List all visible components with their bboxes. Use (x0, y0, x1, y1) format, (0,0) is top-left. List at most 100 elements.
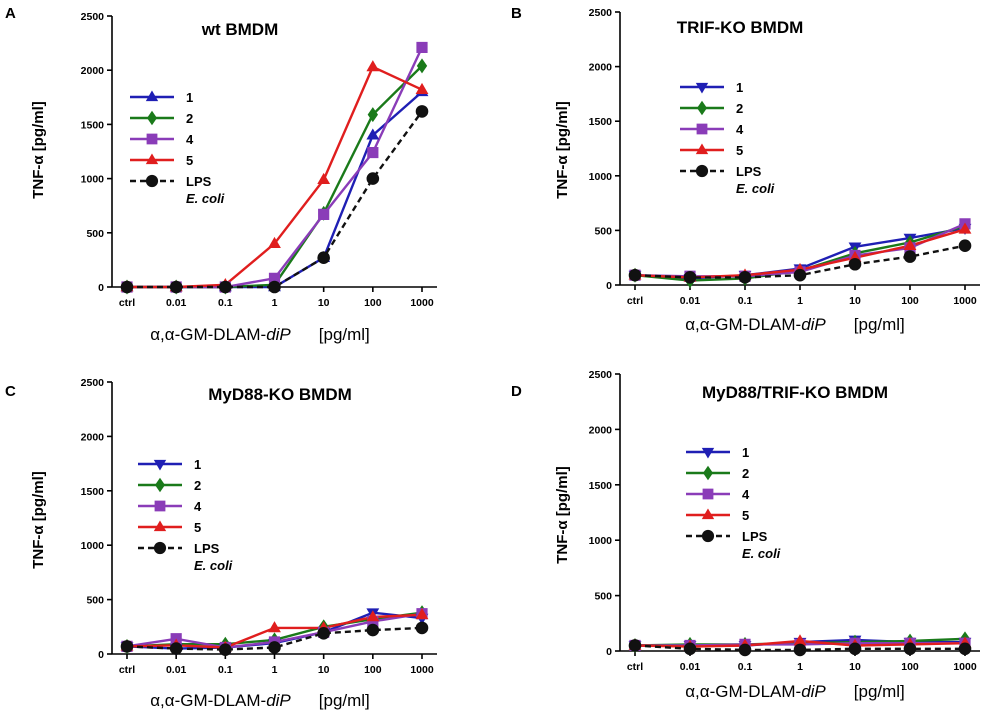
legend-label: LPS (186, 174, 212, 189)
legend-label: 4 (186, 132, 194, 147)
x-tick-label: 0.1 (738, 295, 753, 307)
x-tick-label: 0.1 (738, 661, 753, 673)
data-point-lps (169, 280, 183, 294)
legend-marker-2 (697, 100, 707, 116)
legend-marker-5 (153, 520, 167, 532)
legend-label: LPS (742, 529, 768, 544)
legend-label-sub: E. coli (194, 558, 233, 573)
x-axis-label-units: [pg/ml] (854, 315, 905, 334)
legend-label: 1 (186, 90, 193, 105)
data-point-lps (958, 642, 972, 656)
legend-marker-1 (145, 90, 159, 102)
y-tick-label: 2500 (81, 377, 105, 389)
legend-label-sub: E. coli (186, 191, 225, 206)
y-tick-label: 1000 (81, 540, 105, 552)
y-tick-label: 500 (86, 595, 104, 607)
y-tick-label: 1000 (589, 535, 613, 547)
x-tick-label: 10 (318, 297, 330, 309)
legend-label-sub: E. coli (742, 546, 781, 561)
x-tick-label: 1000 (410, 664, 434, 676)
legend-label: 2 (736, 101, 743, 116)
legend-label: 2 (742, 466, 749, 481)
data-point-5 (366, 610, 380, 622)
data-point-lps (683, 642, 697, 656)
data-point-lps (120, 640, 134, 653)
x-tick-label: 10 (849, 295, 861, 307)
x-tick-label: 100 (901, 661, 919, 673)
x-axis-label-main: α,α-GM-DLAM- (150, 325, 266, 344)
x-axis-label-main: α,α-GM-DLAM- (685, 682, 801, 701)
x-tick-label: ctrl (627, 295, 643, 307)
legend-label: 1 (194, 457, 201, 472)
y-tick-label: 1500 (589, 480, 613, 492)
x-axis-label-italic: diP (801, 682, 826, 701)
chart-panel-a: Awt BMDM 0 500 1000 1500 2000 2500 ctrl 0.01 0.1 1… (5, 5, 437, 344)
legend-label: 5 (736, 143, 743, 158)
legend: 1 2 4 5 LPS E. coli (130, 90, 225, 206)
data-point-lps (366, 623, 380, 637)
data-point-5 (958, 222, 972, 234)
x-axis-label: α,α-GM-DLAM-diP [pg/ml] (685, 315, 905, 334)
y-tick-label: 1000 (81, 174, 105, 186)
legend-marker-lps (145, 174, 159, 188)
y-tick-label: 0 (98, 282, 104, 294)
legend-marker-2 (703, 465, 713, 481)
legend-marker-4 (146, 133, 158, 145)
data-point-4 (367, 146, 379, 159)
data-point-2 (416, 58, 428, 74)
legend-marker-4 (154, 500, 166, 512)
chart-title: MyD88/TRIF-KO BMDM (702, 383, 888, 402)
y-tick-label: 2500 (589, 7, 613, 19)
legend-marker-2 (147, 110, 157, 126)
y-tick-label: 2500 (589, 369, 613, 381)
series-line-4 (127, 46, 424, 289)
chart-panel-c: C MyD88-KO BMDM 0 500 1000 1500 2000 2500 ctrl 0.… (5, 377, 437, 710)
chart-panel-b: B TRIF-KO BMDM 0 500 1000 1500 2000 2500 ctrl 0.0… (511, 5, 980, 334)
data-point-5 (268, 621, 281, 633)
data-point-lps (793, 643, 807, 657)
data-point-5 (366, 60, 380, 72)
data-point-lps (169, 642, 183, 655)
x-tick-label: 1000 (410, 297, 434, 309)
data-point-lps (793, 268, 807, 282)
x-axis-label-main: α,α-GM-DLAM- (150, 691, 266, 710)
x-tick-label: 1000 (953, 661, 977, 673)
x-tick-label: ctrl (119, 664, 135, 676)
legend-label: LPS (194, 541, 220, 556)
legend-label: 5 (186, 153, 193, 168)
data-point-lps (958, 239, 972, 252)
x-tick-label: ctrl (119, 297, 135, 309)
y-tick-label: 2000 (589, 62, 613, 74)
data-point-lps (268, 280, 281, 294)
panel-letter: C (5, 383, 16, 400)
legend-label: LPS (736, 164, 762, 179)
x-tick-label: 0.1 (218, 297, 233, 309)
x-tick-label: 10 (318, 664, 330, 676)
data-point-lps (848, 257, 862, 271)
chart-title: MyD88-KO BMDM (208, 385, 352, 404)
x-tick-label: 100 (364, 664, 382, 676)
x-axis-label: α,α-GM-DLAM-diP [pg/ml] (150, 325, 370, 344)
legend: 1 2 4 5 LPS E. coli (138, 457, 233, 573)
panel-letter: A (5, 5, 16, 22)
y-axis-label: TNF-α [pg/ml] (554, 101, 571, 199)
x-tick-label: 1000 (953, 295, 977, 307)
y-tick-label: 500 (86, 228, 104, 240)
x-axis-label-italic: diP (801, 315, 826, 334)
y-tick-label: 500 (594, 591, 612, 603)
chart-title: TRIF-KO BMDM (677, 18, 804, 37)
legend-label: 2 (186, 111, 193, 126)
data-point-5 (415, 82, 429, 95)
data-point-5 (903, 238, 917, 250)
data-point-lps (903, 250, 917, 263)
data-point-lps (366, 172, 380, 185)
legend-marker-1 (701, 447, 715, 459)
x-axis-label-units: [pg/ml] (319, 691, 370, 710)
y-axis-label: TNF-α [pg/ml] (30, 471, 47, 569)
legend-marker-5 (695, 143, 709, 155)
y-tick-label: 0 (98, 649, 104, 661)
x-axis-label-units: [pg/ml] (854, 682, 905, 701)
x-tick-label: 0.01 (680, 295, 701, 307)
data-point-lps (683, 271, 697, 284)
